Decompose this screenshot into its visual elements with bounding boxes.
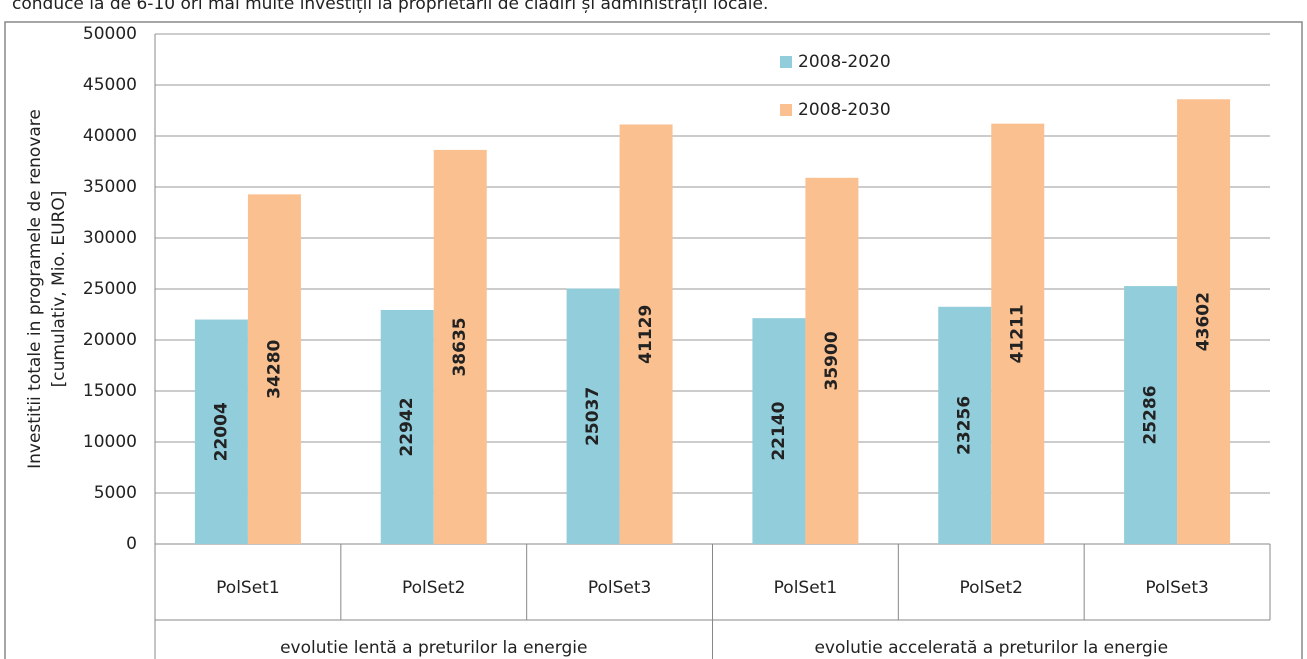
data-label: 38635: [450, 317, 470, 376]
data-label: 22004: [211, 402, 231, 461]
data-label: 25286: [1141, 385, 1161, 444]
y-tick-label: 20000: [83, 330, 137, 350]
bar: [1124, 286, 1178, 544]
data-label: 43602: [1194, 292, 1214, 351]
y-tick-label: 0: [126, 534, 137, 554]
data-label: 34280: [264, 339, 284, 398]
y-axis-title: Investitii totale in programele de renov…: [25, 109, 45, 469]
bar: [247, 194, 301, 544]
bar: [1177, 99, 1231, 545]
data-label: 35900: [822, 331, 842, 390]
y-tick-label: 25000: [83, 279, 137, 299]
data-label: 22140: [769, 401, 789, 460]
x-tick-label: PolSet3: [1145, 578, 1209, 598]
data-label: 25037: [583, 387, 603, 446]
group-label: evolutie lentă a preturilor la energie: [280, 638, 587, 658]
caption: conduce la de 6-10 ori mai multe investi…: [12, 0, 768, 14]
bar: [566, 288, 620, 544]
data-label: 41129: [636, 305, 656, 364]
bar: [433, 149, 487, 544]
legend-swatch: [780, 104, 792, 116]
data-label: 41211: [1008, 304, 1028, 363]
bar: [752, 318, 806, 544]
x-tick-label: PolSet2: [959, 578, 1023, 598]
x-tick-label: PolSet1: [216, 578, 280, 598]
y-tick-label: 10000: [83, 432, 137, 452]
y-tick-label: 50000: [83, 24, 137, 44]
x-tick-label: PolSet3: [588, 578, 652, 598]
bar: [991, 123, 1045, 544]
bar: [938, 306, 992, 544]
legend-label: 2008-2020: [798, 52, 891, 72]
x-tick-label: PolSet1: [774, 578, 838, 598]
data-label: 22942: [397, 397, 417, 456]
y-tick-label: 35000: [83, 177, 137, 197]
bar: [194, 319, 248, 544]
y-tick-label: 5000: [94, 483, 137, 503]
bar: [805, 177, 859, 544]
y-tick-label: 40000: [83, 126, 137, 146]
y-tick-label: 45000: [83, 75, 137, 95]
bar: [619, 124, 673, 545]
group-label: evolutie accelerată a preturilor la ener…: [814, 638, 1168, 658]
data-label: 23256: [955, 396, 975, 455]
y-tick-label: 30000: [83, 228, 137, 248]
y-axis-title: [cumulativ, Mio. EURO]: [49, 191, 69, 388]
y-tick-label: 15000: [83, 381, 137, 401]
x-tick-label: PolSet2: [402, 578, 466, 598]
bar: [380, 309, 434, 544]
legend-swatch: [780, 56, 792, 68]
legend-label: 2008-2030: [798, 100, 891, 120]
